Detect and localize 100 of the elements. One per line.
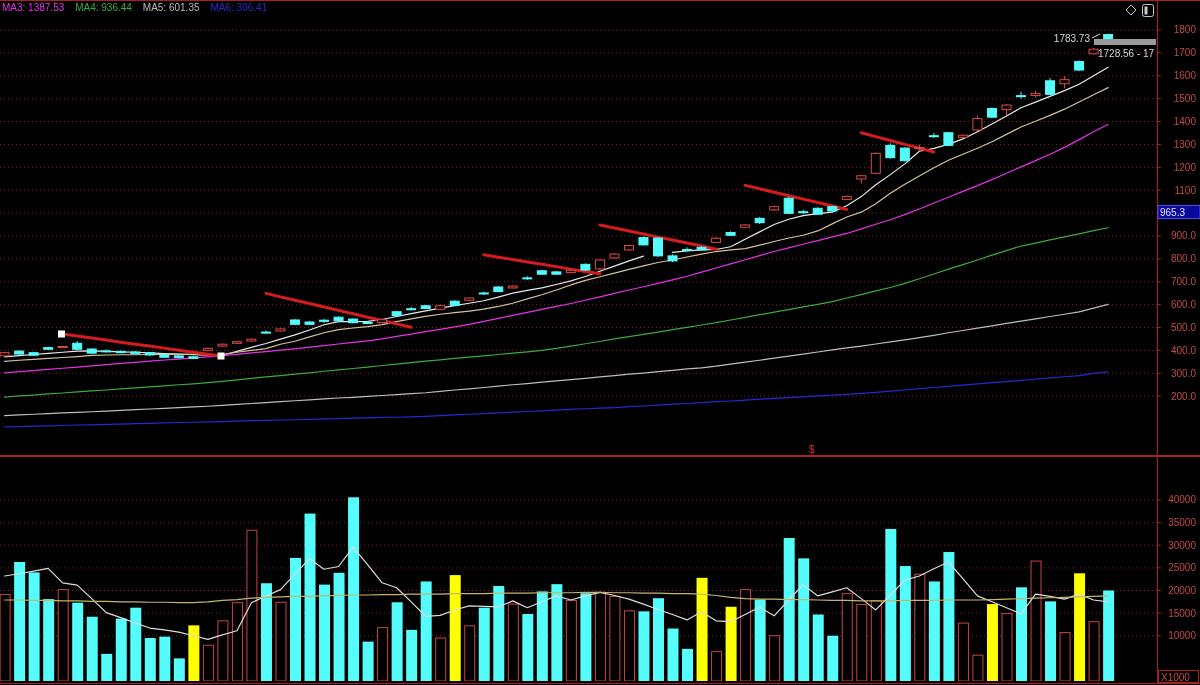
bar: [856, 604, 868, 681]
bar: [478, 607, 490, 681]
bar: [957, 622, 969, 681]
bar: [188, 625, 200, 681]
y-tick-label: 40000: [1168, 494, 1197, 506]
bar: [696, 577, 708, 681]
line-series: [3, 303, 1109, 417]
line-series: [3, 227, 1109, 398]
bar: [435, 637, 447, 681]
bar: [362, 641, 374, 681]
bar: [304, 513, 316, 681]
bar: [43, 599, 55, 681]
bar: [522, 614, 534, 681]
bar: [406, 629, 418, 681]
bar: [290, 557, 301, 681]
candlestick: [319, 318, 330, 324]
bar: [580, 593, 592, 681]
bar: [202, 644, 214, 681]
bar: [130, 607, 142, 681]
bar: [928, 581, 940, 681]
bar: [173, 658, 185, 681]
line-series: [743, 183, 849, 211]
y-tick-label: 1300: [1173, 138, 1197, 150]
bar: [885, 528, 897, 681]
y-tick-label: 10000: [1168, 630, 1197, 642]
bar: [101, 653, 113, 681]
y-tick-label: 600.0: [1170, 299, 1197, 311]
y-tick-label: 800.0: [1170, 253, 1197, 265]
bar: [740, 589, 752, 681]
bar: [246, 529, 258, 681]
bar: [943, 552, 955, 681]
bar: [682, 648, 694, 681]
bar: [754, 599, 766, 681]
bar: [609, 595, 621, 681]
bar: [464, 625, 476, 681]
bar: [725, 606, 737, 681]
line-series: [3, 123, 1109, 374]
y-tick-label: 1800: [1173, 24, 1197, 36]
line-series: [3, 591, 1109, 604]
bar: [28, 572, 40, 681]
bar: [653, 598, 664, 681]
y-tick-label: 900.0: [1170, 230, 1197, 242]
bar: [827, 635, 839, 681]
annotation: 1728.56 - 17: [1098, 48, 1155, 59]
bar: [115, 618, 127, 681]
y-tick-label: 200.0: [1170, 390, 1197, 402]
line-series: [3, 371, 1109, 428]
bar: [14, 561, 26, 681]
bar: [551, 584, 563, 681]
bar: [260, 583, 272, 681]
bar: [1103, 590, 1115, 681]
bar: [536, 591, 548, 681]
bar: [1074, 573, 1086, 681]
y-tick-label: 400.0: [1170, 344, 1197, 356]
line-series: [264, 291, 413, 329]
bar: [231, 602, 243, 681]
y-tick-label: 15000: [1168, 607, 1197, 619]
bar: [57, 589, 69, 681]
y-tick-label: 25000: [1168, 562, 1197, 574]
y-tick-label: 1200: [1173, 161, 1197, 173]
bar: [72, 602, 84, 681]
bar: [972, 654, 984, 681]
bar: [638, 611, 650, 681]
annotation: 1783.73: [1053, 32, 1091, 44]
text: MA6: 306.41: [210, 2, 268, 13]
bar: [783, 538, 795, 681]
bar: [391, 602, 403, 681]
annotation: $: [809, 444, 815, 455]
bar: [711, 651, 723, 681]
bar: [159, 636, 171, 681]
bar: [1059, 632, 1071, 681]
bar: [870, 600, 882, 681]
line-series: [482, 253, 602, 276]
candlestick: [1016, 91, 1026, 100]
y-tick-label: 500.0: [1170, 322, 1197, 334]
bar: [449, 575, 461, 681]
bar: [565, 599, 577, 681]
bar: [594, 591, 606, 681]
line-series: [598, 223, 718, 251]
bar: [769, 635, 781, 681]
bar: [1088, 621, 1100, 681]
y-tick-label: 1700: [1173, 47, 1197, 59]
y-tick-label: 20000: [1168, 584, 1197, 596]
bar: [377, 627, 389, 681]
y-tick-label: 1500: [1173, 93, 1197, 105]
line-series: [859, 131, 936, 154]
y-axis-title: X1000: [1161, 671, 1191, 683]
bar: [899, 566, 911, 681]
text: MA3: 1387.53: [2, 2, 65, 13]
bar: [798, 558, 810, 681]
text: 965.3: [1160, 207, 1186, 218]
y-tick-label: 35000: [1168, 517, 1197, 529]
bar: [217, 620, 229, 681]
bar: [507, 603, 519, 681]
text: MA4: 936.44: [75, 2, 133, 13]
y-tick-label: 1600: [1173, 70, 1197, 82]
y-tick-label: 1100: [1174, 184, 1197, 196]
line-series: [3, 546, 1109, 640]
bar: [333, 572, 345, 681]
bar: [986, 604, 998, 681]
